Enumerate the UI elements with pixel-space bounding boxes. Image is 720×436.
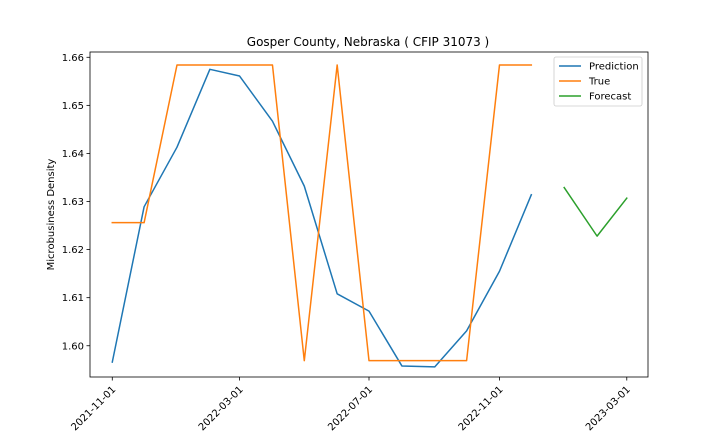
y-tick-label: 1.64 [62, 149, 84, 160]
y-tick-label: 1.66 [62, 53, 84, 64]
legend: Prediction True Forecast [554, 57, 642, 106]
y-tick-label: 1.60 [62, 341, 84, 352]
legend-label-prediction: Prediction [589, 62, 639, 73]
legend-label-forecast: Forecast [589, 92, 631, 103]
y-axis-label: Microbusiness Density [46, 159, 57, 271]
chart-title: Gosper County, Nebraska ( CFIP 31073 ) [247, 35, 489, 49]
y-tick-label: 1.63 [62, 197, 84, 208]
y-tick-label: 1.61 [62, 293, 84, 304]
y-tick-label: 1.62 [62, 245, 84, 256]
legend-label-true: True [588, 77, 610, 88]
y-tick-label: 1.65 [62, 101, 84, 112]
